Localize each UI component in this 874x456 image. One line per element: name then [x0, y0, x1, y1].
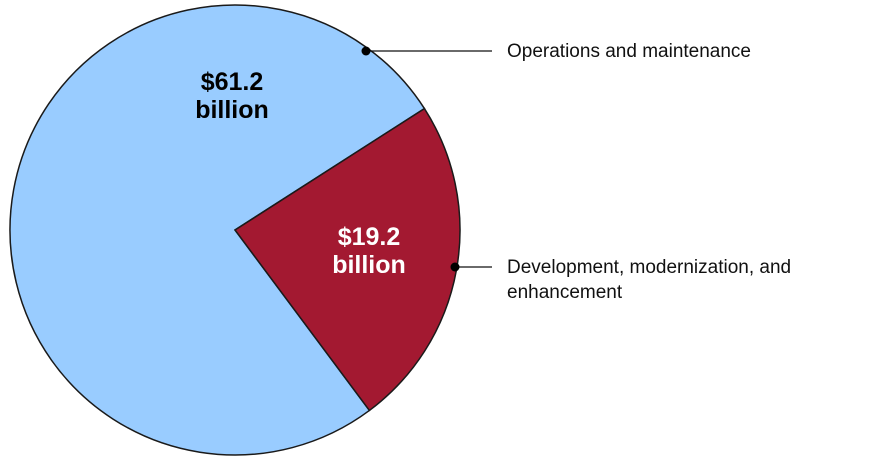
pie-slices [9, 4, 461, 456]
slice-value-label: $19.2 billion [332, 223, 406, 279]
legend-label: Development, modernization, and enhanceme… [507, 257, 791, 303]
legend-label: Operations and maintenance [507, 41, 751, 62]
callout-dot [361, 46, 371, 56]
slice-value-labels: $61.2 billion $19.2 billion [195, 68, 406, 279]
callout-dot [450, 262, 460, 272]
slice-value-label: $61.2 billion [195, 68, 269, 124]
pie-slice-operations-maintenance [9, 4, 426, 456]
callout-legend: Operations and maintenance Development, m… [361, 41, 791, 303]
